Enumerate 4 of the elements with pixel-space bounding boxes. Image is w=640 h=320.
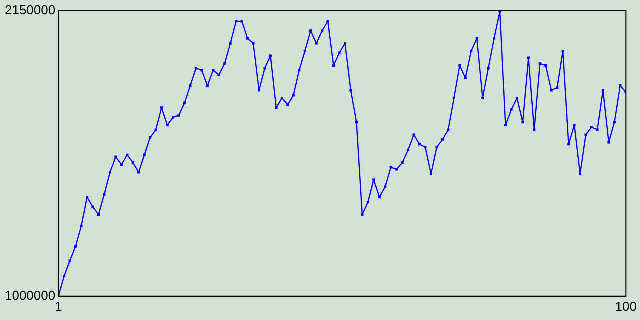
x-tick-label: 100 xyxy=(615,298,638,314)
y-tick-label: 2150000 xyxy=(4,2,56,18)
x-tick-label: 1 xyxy=(54,298,62,314)
y-tick-label: 1000000 xyxy=(4,288,56,303)
